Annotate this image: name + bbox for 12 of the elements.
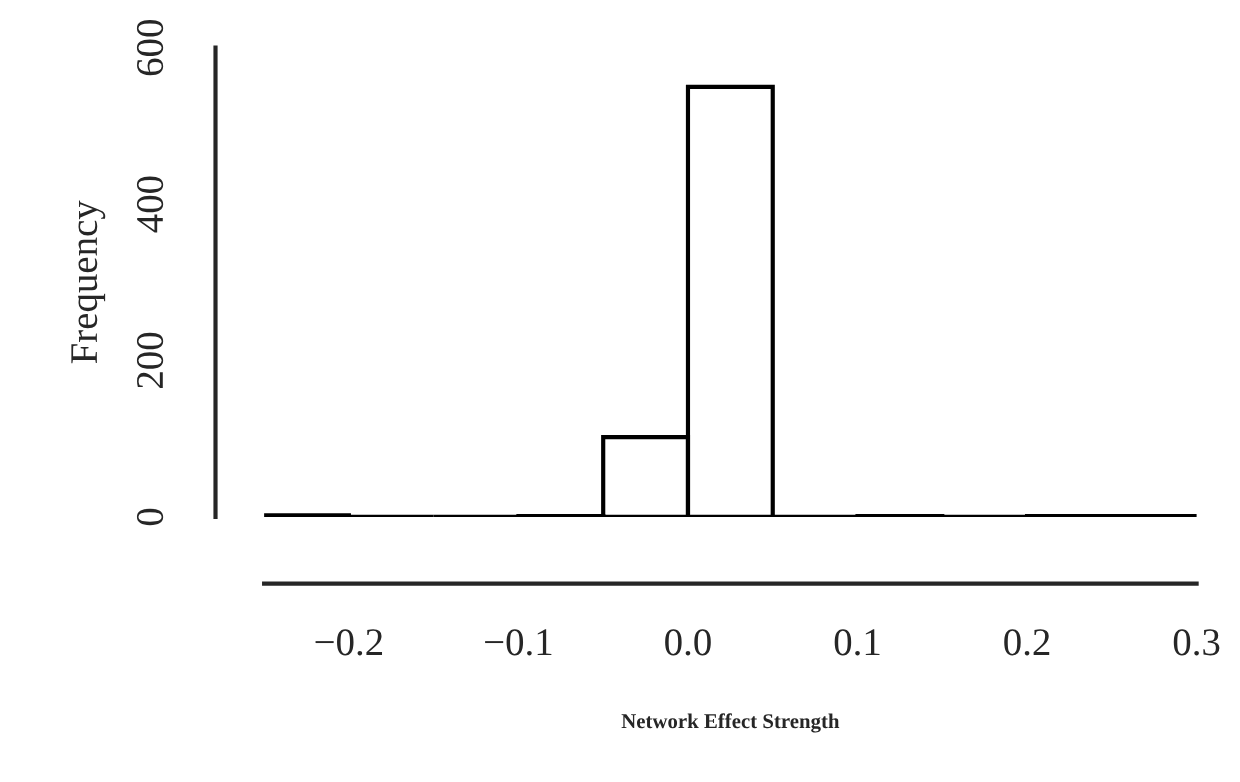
y-tick-label: 0 — [136, 508, 164, 526]
x-tick-label: 0.2 — [1004, 629, 1050, 656]
x-tick-label: 0.3 — [1173, 629, 1220, 656]
x-tick-label: 0.0 — [665, 629, 711, 656]
x-tick-label: −0.2 — [315, 629, 383, 656]
y-tick-label: 400 — [136, 176, 164, 233]
x-tick-label: 0.1 — [834, 629, 880, 656]
y-tick-label: 600 — [136, 20, 164, 76]
x-tick-label: −0.1 — [485, 629, 552, 656]
y-tick-label: 200 — [136, 332, 164, 388]
x-axis-title: Network Effect Strength — [621, 713, 840, 733]
y-axis-title: Frequency — [71, 200, 106, 364]
